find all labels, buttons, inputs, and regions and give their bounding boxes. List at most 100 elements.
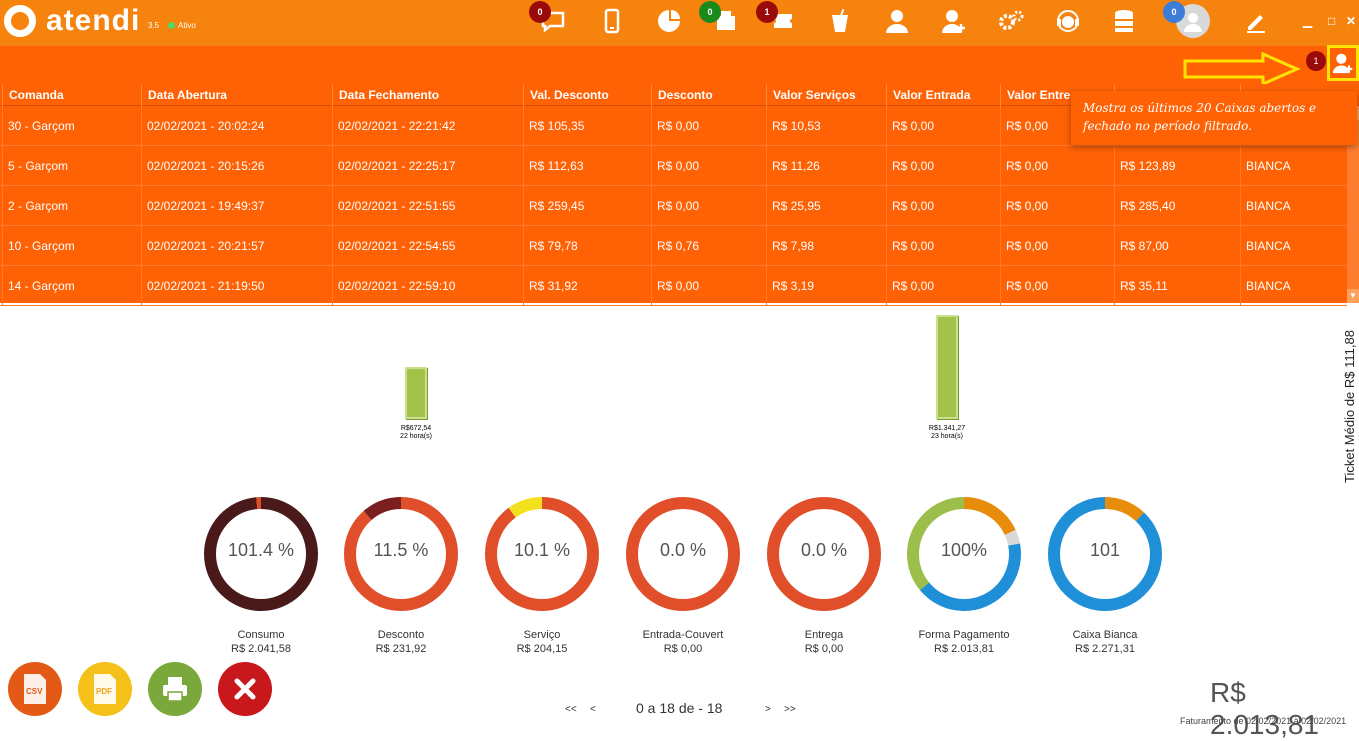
ticket-icon [774,14,792,28]
tickets-button[interactable] [767,5,799,37]
app-version: 3.5 [148,21,160,30]
table-cell: 10 - Garçom [2,226,142,266]
pager-next[interactable]: > [765,704,771,715]
donut-ring [626,497,740,611]
col-data-abertura[interactable]: Data Abertura [141,84,332,106]
table-row[interactable]: 30 - Garçom 02/02/2021 - 20:02:24 02/02/20… [0,106,1347,146]
maximize-icon[interactable]: □ [1328,14,1336,28]
donut-segment [626,497,740,611]
table-cell: BIANCA [1240,226,1347,266]
user-badge: 0 [1163,1,1185,23]
table-cell: BIANCA [1240,146,1347,186]
settings-button[interactable] [995,5,1027,37]
donut-segment [907,497,1021,611]
table-cell: R$ 0,00 [1000,186,1114,226]
add-cashier-button[interactable] [1327,45,1359,81]
table-row[interactable]: 10 - Garçom 02/02/2021 - 20:21:57 02/02/20… [0,226,1347,266]
donut-chart[interactable]: 101 Caixa Bianca R$ 2.271,31 [1047,496,1163,655]
table-row[interactable]: 14 - Garçom 02/02/2021 - 21:19:50 02/02/20… [0,266,1347,306]
faturamento-period: Faturamento de 02/02/2021 à 02/02/2021 [1180,716,1347,726]
printer-icon [163,677,187,702]
close-window-icon[interactable]: ✕ [1346,14,1357,28]
table-cell: R$ 11,26 [766,146,886,186]
chart-value-label: R$672,54 [400,425,432,432]
pager-first[interactable]: << [565,704,577,715]
chart-bar[interactable] [405,367,427,419]
reports-button[interactable] [653,5,685,37]
export-csv-button[interactable]: CSV [8,662,62,716]
mobile-button[interactable] [596,5,628,37]
donut-amount: R$ 2.041,58 [231,643,291,655]
pie-chart-icon [658,10,680,32]
donut-label: Entrada-Couvert [642,629,724,641]
table-cell: R$ 0,00 [1000,266,1114,306]
col-comanda[interactable]: Comanda [2,84,142,106]
export-pdf-button[interactable]: PDF [78,662,132,716]
add-user-icon [1332,53,1353,74]
table-header: Comanda Data Abertura Data Fechamento Va… [0,84,1359,106]
pdf-file-icon: PDF [94,674,116,704]
minimize-icon[interactable]: ▁ [1303,14,1313,28]
donut-label: Entrega [804,629,844,641]
table-row[interactable]: 5 - Garçom 02/02/2021 - 20:15:26 02/02/202… [0,146,1347,186]
donut-chart[interactable]: 0.0 % Entrada-Couvert R$ 0,00 [625,496,741,655]
table-cell: R$ 285,40 [1114,186,1240,226]
orders-button[interactable] [710,5,742,37]
pager-prev[interactable]: < [590,704,596,715]
table-cell: 02/02/2021 - 20:02:24 [141,106,332,146]
add-customer-button[interactable] [938,5,970,37]
donut-amount: R$ 2.013,81 [934,643,994,655]
status-dot-icon [168,22,175,29]
table-cell: 02/02/2021 - 22:54:55 [332,226,523,266]
table-cell: 14 - Garçom [2,266,142,306]
donut-chart[interactable]: 11.5 % Desconto R$ 231,92 [343,496,459,655]
chat-badge: 0 [529,1,551,23]
donut-chart[interactable]: 101.4 % Consumo R$ 2.041,58 [203,496,319,655]
add-person-icon [942,10,965,33]
table-cell: R$ 0,00 [1000,226,1114,266]
donut-ring [1048,497,1162,611]
scroll-down-icon[interactable]: ▼ [1347,289,1359,303]
customer-button[interactable] [881,5,913,37]
chart-bar-label: R$1.341,27 23 hora(s) [917,425,977,441]
table-cell: 02/02/2021 - 20:15:26 [141,146,332,186]
col-data-fechamento[interactable]: Data Fechamento [332,84,523,106]
support-button[interactable] [1052,5,1084,37]
table-row[interactable]: 2 - Garçom 02/02/2021 - 19:49:37 02/02/202… [0,186,1347,226]
table-cell: R$ 87,00 [1114,226,1240,266]
chart-value-label: R$1.341,27 [928,425,966,432]
pager-last[interactable]: >> [784,704,796,715]
col-valor-servicos[interactable]: Valor Serviços [766,84,886,106]
table-cell: 30 - Garçom [2,106,142,146]
table-cell: R$ 0,00 [1000,106,1114,146]
database-button[interactable] [1109,5,1141,37]
col-valor-entrada[interactable]: Valor Entrada [886,84,1000,106]
donut-chart[interactable]: 10.1 % Serviço R$ 204,15 [484,496,600,655]
total-value: R$ 2.013,81 [1210,677,1319,740]
table-cell: R$ 0,00 [886,266,1000,306]
col-val-desconto[interactable]: Val. Desconto [523,84,651,106]
donut-center-value: 11.5 % [373,540,429,560]
chart-category-label: 22 hora(s) [400,433,432,440]
donut-label: Caixa Bianca [1072,629,1138,641]
cancel-button[interactable] [218,662,272,716]
col-desconto[interactable]: Desconto [651,84,766,106]
table-cell: BIANCA [1240,186,1347,226]
chat-button[interactable] [537,5,569,37]
donut-chart[interactable]: 0.0 % Entrega R$ 0,00 [766,496,882,655]
chart-bar[interactable] [936,315,958,419]
table-cell: R$ 0,00 [1000,146,1114,186]
drinks-button[interactable] [824,5,856,37]
cashier-table: Comanda Data Abertura Data Fechamento Va… [0,84,1359,306]
table-cell: 5 - Garçom [2,146,142,186]
table-cell: R$ 25,95 [766,186,886,226]
col-valor-entrega[interactable]: Valor Entrega [1000,84,1114,106]
edit-button[interactable] [1240,5,1272,37]
table-cell: R$ 35,11 [1114,266,1240,306]
csv-file-icon: CSV [24,674,46,704]
donut-chart[interactable]: 100% Forma Pagamento R$ 2.013,81 [906,496,1022,655]
print-button[interactable] [148,662,202,716]
table-cell: BIANCA [1240,266,1347,306]
donut-segment [767,497,881,611]
donut-label: Desconto [377,629,425,641]
